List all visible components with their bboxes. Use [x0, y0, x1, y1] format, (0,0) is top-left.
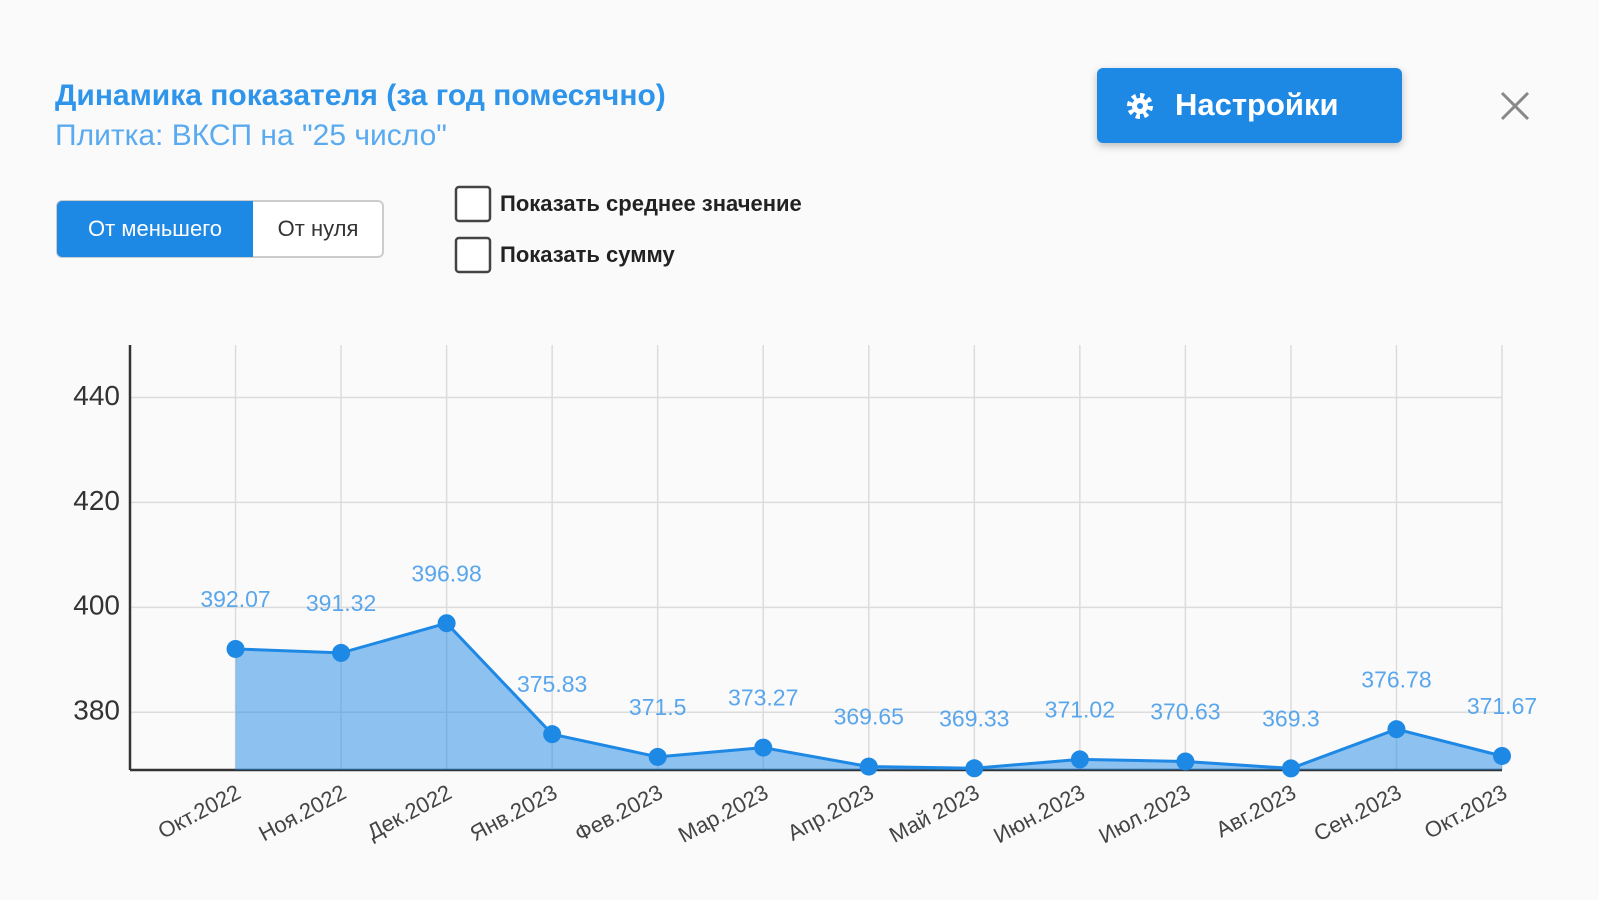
point: [543, 725, 562, 744]
point: [965, 759, 984, 778]
checkbox[interactable]: Показать сумму: [454, 236, 675, 274]
close-icon: [1500, 91, 1530, 121]
point: [226, 639, 245, 658]
gear-teeth: [1127, 93, 1153, 119]
button-label: Настройки: [1175, 87, 1339, 122]
close-button[interactable]: [1500, 91, 1530, 121]
point: [859, 757, 878, 776]
area: [235, 623, 1503, 770]
data-label: 391.32: [306, 590, 376, 616]
data-label: 375.83: [517, 671, 587, 697]
checkbox-box: [454, 185, 492, 223]
checkbox-label: Показать среднее значение: [500, 191, 802, 216]
toggle-option[interactable]: От меньшего: [57, 201, 253, 257]
checkbox-label: Показать сумму: [500, 242, 675, 267]
checkbox-box: [454, 236, 492, 274]
scale-toggle: От меньшего От нуля: [56, 200, 384, 258]
data-label: 371.5: [629, 694, 687, 720]
data-label: 369.65: [834, 704, 904, 730]
y-tick-label: 440: [73, 380, 120, 411]
data-label: 371.67: [1467, 693, 1537, 719]
gear-hole: [1137, 103, 1143, 109]
point: [437, 614, 456, 633]
point: [754, 738, 773, 757]
settings-button[interactable]: Настройки: [1097, 68, 1402, 143]
y-tick-label: 420: [73, 485, 120, 516]
data-label: 369.33: [939, 705, 1009, 731]
checkbox[interactable]: Показать среднее значение: [454, 185, 802, 223]
data-label: 392.07: [200, 586, 270, 612]
button-background: [1097, 68, 1402, 143]
y-tick-label: 400: [73, 590, 120, 621]
data-label: 371.02: [1045, 696, 1115, 722]
toggle-active: [57, 201, 253, 257]
point: [332, 643, 351, 662]
toggle-option[interactable]: От нуля: [278, 216, 359, 241]
point: [1387, 720, 1406, 739]
y-tick-label: 380: [73, 695, 120, 726]
data-label: 373.27: [728, 685, 798, 711]
point: [1281, 759, 1300, 778]
data-label: 376.78: [1361, 666, 1431, 692]
point: [1070, 750, 1089, 769]
toggle-label: От нуля: [278, 216, 359, 241]
data-label: 396.98: [411, 560, 481, 586]
point: [1176, 752, 1195, 771]
title: Динамика показателя (за год помесячно): [55, 79, 666, 112]
toggle-label: От меньшего: [88, 216, 222, 241]
data-label: 370.63: [1150, 699, 1220, 725]
point: [648, 747, 667, 766]
data-label: 369.3: [1262, 706, 1320, 732]
subtitle: Плитка: ВКСП на "25 число": [55, 119, 447, 152]
point: [1493, 746, 1511, 765]
